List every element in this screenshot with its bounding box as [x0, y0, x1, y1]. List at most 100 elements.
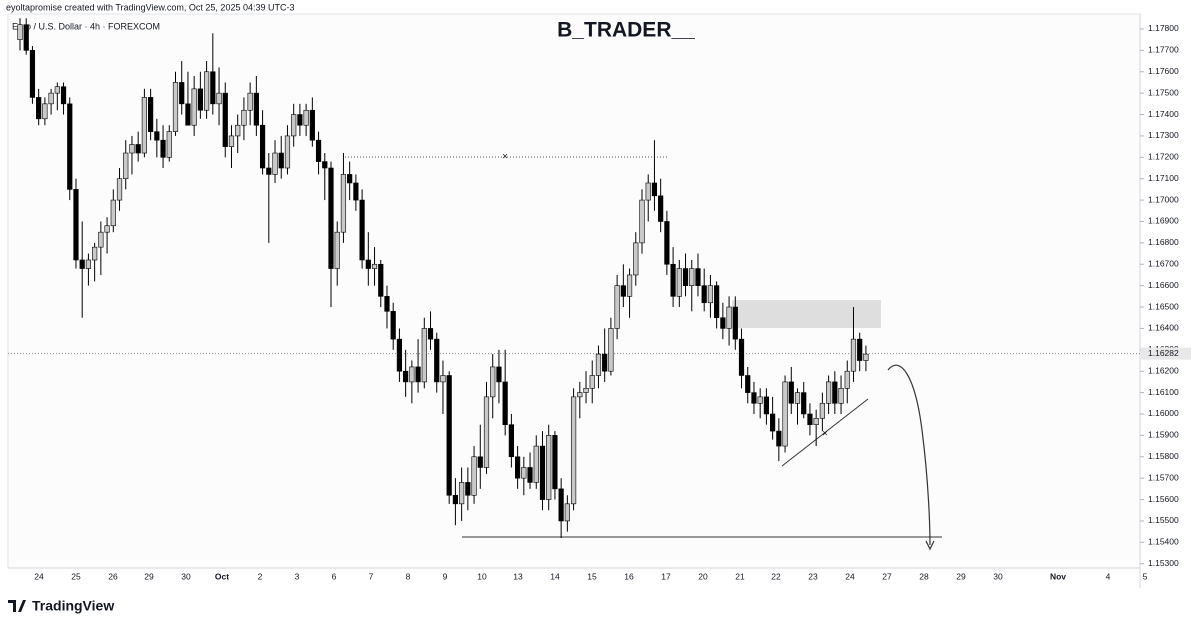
y-tick-label: 1.16100 [1148, 387, 1179, 397]
x-tick-label: 28 [919, 571, 929, 581]
candle-body [141, 97, 148, 154]
candle-body [558, 488, 564, 522]
candle-body [266, 167, 272, 175]
y-tick-label: 1.16400 [1148, 323, 1179, 333]
y-tick-label: 1.16700 [1148, 259, 1179, 269]
x-tick-label: 5 [1143, 571, 1148, 581]
candle-body [714, 285, 720, 319]
candle-body [838, 388, 844, 404]
y-tick-label: 1.16000 [1148, 408, 1179, 418]
candle-body [757, 396, 763, 404]
candle-body [67, 103, 73, 190]
candle-body [521, 467, 527, 479]
x-tick-label: 13 [513, 571, 523, 581]
candle-body [104, 225, 110, 233]
candle-body [371, 263, 378, 269]
candle-body [297, 114, 303, 126]
candle-body [514, 456, 521, 479]
x-tick-label: Nov [1050, 571, 1066, 581]
y-tick-label: 1.17300 [1148, 130, 1179, 140]
x-tick-label: 29 [956, 571, 966, 581]
candle-body [415, 366, 421, 383]
x-tick-label: 15 [587, 571, 597, 581]
symbol: Euro / U.S. Dollar · 4h · FOREXCOM [12, 21, 160, 31]
candle-body [272, 152, 278, 175]
y-tick-label: 1.15500 [1148, 515, 1179, 525]
candle-body [322, 161, 328, 169]
x-tick-label: 20 [698, 571, 708, 581]
candle-body [763, 396, 769, 415]
candle-body [42, 103, 48, 120]
arrow-head [925, 540, 935, 551]
candle-body [832, 381, 838, 404]
candle-body [135, 144, 141, 154]
candle-body [29, 50, 36, 98]
annotations: × × [345, 152, 942, 551]
candle-body [695, 268, 701, 286]
candle-body [508, 424, 514, 458]
candle-body [23, 24, 29, 51]
candle-body [788, 381, 794, 404]
candle-body [620, 285, 626, 297]
candle-body [353, 182, 359, 201]
candle-body [166, 131, 172, 158]
candle-body [819, 402, 825, 419]
y-tick-label: 1.15600 [1148, 494, 1179, 504]
candle-body [17, 24, 23, 40]
candle-body [471, 456, 477, 496]
candle-body [844, 370, 850, 389]
candle-body [409, 366, 415, 383]
candle-body [676, 268, 682, 297]
candle-body [160, 139, 166, 158]
candle-body [204, 71, 210, 111]
candle-body [421, 328, 427, 383]
candle-body [210, 71, 216, 105]
y-tick-label: 1.15800 [1148, 451, 1179, 461]
candle-body [863, 353, 869, 361]
y-tick-label: 1.17600 [1148, 66, 1179, 76]
last-price-label: 1.16282 [1148, 348, 1179, 358]
candle-body [54, 86, 60, 94]
candle-body [801, 392, 807, 415]
candle-body [172, 82, 179, 132]
candle-body [148, 97, 154, 132]
candle-body [446, 375, 452, 496]
x-tick-label: 24 [34, 571, 44, 581]
candle-body [751, 392, 757, 404]
candle-body [626, 274, 633, 297]
y-tick-label: 1.16600 [1148, 280, 1179, 290]
candle-body [645, 182, 651, 201]
candle-body [440, 375, 446, 383]
candle-body [396, 338, 403, 372]
x-marker: × [502, 152, 508, 163]
x-tick-label: 10 [477, 571, 487, 581]
candle-body [291, 114, 297, 137]
y-tick-label: 1.16500 [1148, 301, 1179, 311]
y-tick-label: 1.17200 [1148, 152, 1179, 162]
candle-body [222, 92, 228, 147]
header: eyoltapromise created with TradingView.c… [6, 2, 294, 12]
candle-body [36, 97, 42, 120]
candle-body [123, 152, 129, 180]
x-tick-label: Oct [215, 571, 229, 581]
candle-body [452, 494, 459, 505]
candle-body [315, 139, 322, 162]
brand-name: TradingView [32, 598, 114, 614]
x-tick-label: 30 [181, 571, 191, 581]
candle-body [794, 392, 801, 404]
candle-body [347, 174, 353, 184]
candle-body [459, 482, 465, 505]
brand-logo [8, 600, 26, 612]
y-tick-label: 1.17700 [1148, 45, 1179, 55]
candle-body [689, 268, 695, 286]
candle-body [483, 396, 490, 468]
candle-body [216, 92, 222, 105]
candle-body [197, 88, 203, 111]
x-tick-label: 17 [661, 571, 671, 581]
candle-body [639, 199, 645, 244]
x-tick-label: 14 [550, 571, 560, 581]
y-tick-label: 1.15700 [1148, 472, 1179, 482]
candle-body [403, 370, 409, 383]
candle-body [235, 124, 241, 137]
